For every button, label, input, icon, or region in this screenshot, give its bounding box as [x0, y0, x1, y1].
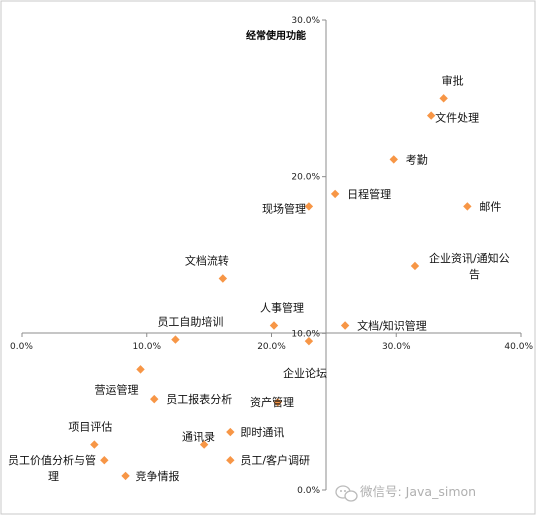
- point-label: 即时通讯: [240, 426, 284, 439]
- data-point: [273, 398, 282, 407]
- point-label: 文档流转: [185, 254, 229, 268]
- point-label: 考勤: [406, 153, 428, 166]
- point-label: 员工/客户调研: [240, 453, 310, 467]
- point-label: 审批: [442, 73, 464, 87]
- point-label: 员工价值分析与管: [8, 453, 96, 467]
- data-point: [304, 202, 314, 211]
- watermark-text: 微信号: Java_simon: [360, 484, 476, 499]
- data-point: [171, 335, 180, 344]
- point-label: 通讯录: [182, 431, 215, 444]
- point-label: 现场管理: [262, 201, 306, 215]
- data-point: [340, 321, 350, 330]
- data-point: [90, 440, 99, 449]
- x-tick-label: 10.0%: [132, 342, 161, 352]
- point-label: 项目评估: [68, 421, 112, 434]
- data-point: [410, 261, 420, 271]
- point-label: 资产管理: [250, 395, 294, 409]
- watermark: 微信号: Java_simon: [335, 484, 476, 502]
- point-label: 人事管理: [260, 301, 304, 315]
- data-point: [330, 189, 340, 199]
- data-point: [150, 394, 159, 404]
- point-label: 文件处理: [435, 111, 479, 125]
- data-point: [199, 440, 209, 449]
- y-tick-label: 20.0%: [291, 173, 320, 183]
- data-point: [121, 471, 130, 481]
- point-label: 告: [469, 268, 480, 281]
- data-point: [136, 365, 145, 374]
- chart-title: 经常使用功能: [246, 29, 306, 42]
- y-tick-label: 30.0%: [291, 16, 320, 26]
- data-point: [463, 202, 472, 211]
- x-tick-label: 20.0%: [257, 342, 286, 352]
- data-point: [426, 111, 436, 120]
- data-point: [218, 274, 228, 283]
- point-label: 员工自助培训: [157, 315, 223, 329]
- point-label: 文档/知识管理: [357, 319, 427, 333]
- x-tick-label: 30.0%: [382, 342, 411, 352]
- data-point: [226, 427, 235, 437]
- y-tick-label: 10.0%: [291, 329, 320, 339]
- point-label: 理: [48, 470, 59, 483]
- point-label: 员工报表分析: [166, 392, 232, 406]
- x-tick-label: 0.0%: [10, 342, 33, 352]
- point-label: 企业论坛: [283, 366, 327, 380]
- point-label: 营运管理: [95, 382, 139, 396]
- point-label: 日程管理: [347, 187, 391, 201]
- y-tick-label: 0.0%: [297, 486, 320, 496]
- data-point: [439, 94, 448, 103]
- data-point: [304, 336, 314, 346]
- wechat-icon: [335, 485, 358, 502]
- data-point: [389, 155, 398, 164]
- point-label: 企业资讯/通知公: [429, 251, 510, 265]
- point-label: 竞争情报: [136, 469, 180, 483]
- data-point: [100, 456, 109, 465]
- data-point: [226, 456, 235, 465]
- point-label: 邮件: [479, 200, 501, 213]
- data-point: [269, 321, 279, 330]
- x-tick-label: 40.0%: [504, 342, 533, 352]
